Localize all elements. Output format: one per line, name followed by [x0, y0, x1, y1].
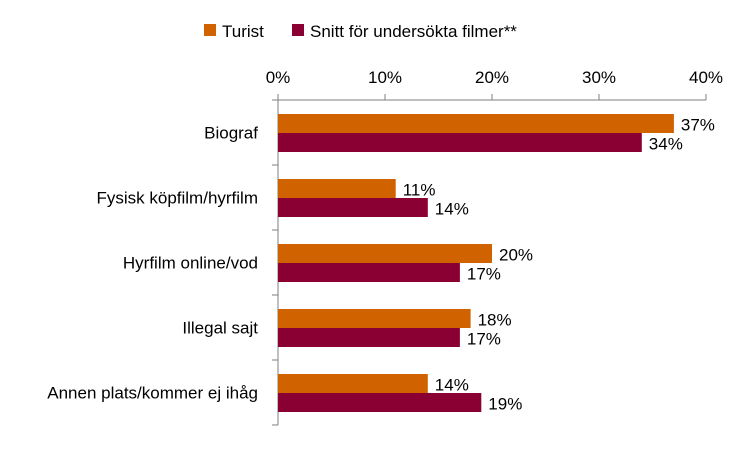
- data-label: 14%: [435, 376, 469, 395]
- data-label: 11%: [403, 181, 436, 200]
- x-axis: 0% 10% 20% 30% 40%: [266, 68, 723, 101]
- bar-snitt: [278, 133, 642, 152]
- legend-label-snitt: Snitt för undersökta filmer**: [310, 22, 517, 41]
- bars: [278, 114, 674, 412]
- bar-snitt: [278, 328, 460, 347]
- category-labels: Biograf Fysisk köpfilm/hyrfilm Hyrfilm onl…: [47, 124, 258, 403]
- x-tick-label: 30%: [582, 68, 616, 87]
- bar-turist: [278, 114, 674, 133]
- legend: Turist Snitt för undersökta filmer**: [204, 22, 517, 41]
- bar-snitt: [278, 198, 428, 217]
- bar-turist: [278, 309, 471, 328]
- data-label: 20%: [499, 246, 533, 265]
- y-axis: [272, 99, 279, 426]
- x-tick-label: 20%: [475, 68, 509, 87]
- legend-label-turist: Turist: [222, 22, 264, 41]
- category-label: Biograf: [204, 124, 258, 143]
- category-label: Fysisk köpfilm/hyrfilm: [96, 189, 258, 208]
- bar-turist: [278, 179, 396, 198]
- data-label: 17%: [467, 265, 501, 284]
- x-tick-label: 10%: [368, 68, 402, 87]
- data-label: 14%: [435, 200, 469, 219]
- bar-snitt: [278, 393, 482, 412]
- category-label: Hyrfilm online/vod: [123, 254, 258, 273]
- legend-swatch-turist: [204, 24, 216, 36]
- data-labels: 37%34%11%14%20%17%18%17%14%19%: [403, 116, 715, 414]
- legend-swatch-snitt: [292, 24, 304, 36]
- bar-snitt: [278, 263, 460, 282]
- data-label: 18%: [478, 311, 512, 330]
- x-tick-label: 40%: [689, 68, 723, 87]
- data-label: 19%: [488, 395, 522, 414]
- data-label: 17%: [467, 330, 501, 349]
- category-label: Annen plats/kommer ej ihåg: [47, 384, 258, 403]
- bar-turist: [278, 374, 428, 393]
- data-label: 34%: [649, 135, 683, 154]
- data-label: 37%: [681, 116, 715, 135]
- x-tick-label: 0%: [266, 68, 291, 87]
- category-label: Illegal sajt: [182, 319, 258, 338]
- bar-turist: [278, 244, 492, 263]
